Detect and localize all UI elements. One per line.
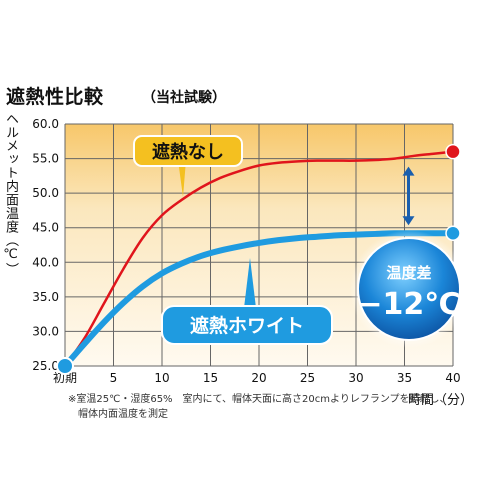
chart-subtitle: （当社試験）: [142, 90, 226, 106]
y-tick-label: 45.0: [32, 221, 59, 235]
y-tick-label: 25.0: [32, 359, 59, 373]
y-tick-label: 55.0: [32, 152, 59, 166]
x-axis-label: 時間（分）: [408, 393, 474, 408]
x-tick-label: 30: [348, 371, 363, 385]
chart-title: 遮熱性比較: [6, 86, 104, 108]
y-tick-label: 60.0: [32, 117, 59, 131]
y-tick-label: 30.0: [32, 324, 59, 338]
white-shield-callout-pointer: [244, 258, 256, 308]
series-end-point: [445, 143, 461, 160]
test-conditions-note: ※室温25℃・湿度65% 室内にて、帽体天面に高さ20cmよりレフランプを照射し…: [68, 392, 450, 422]
white-shield-callout-label: 遮熱ホワイト: [190, 314, 304, 337]
annotations: [402, 166, 415, 226]
x-tick-label: 5: [110, 371, 118, 385]
no-shield-callout-label: 遮熱なし: [152, 141, 224, 163]
x-tick-labels: 初期 5 10 15 20 25 30 35 40: [53, 371, 461, 385]
x-tick-label: 初期: [53, 371, 77, 385]
x-tick-label: 40: [445, 371, 460, 385]
y-tick-labels: 25.0 30.0 35.0 40.0 45.0 50.0 55.0 60.0: [32, 117, 59, 373]
difference-arrow-head-down: [402, 216, 415, 226]
no-shield-callout-box: [133, 135, 243, 167]
series-end-point: [445, 225, 461, 241]
series-start-point: [56, 357, 74, 375]
y-axis-label: ヘルメット内面温度（℃）: [3, 112, 18, 276]
x-tick-label: 35: [397, 371, 412, 385]
white-shield-callout-box: [161, 305, 333, 345]
difference-badge: [357, 237, 461, 341]
y-tick-label: 40.0: [32, 255, 59, 269]
series-group: [56, 143, 461, 375]
x-tick-label: 20: [251, 371, 266, 385]
note-line-1: ※室温25℃・湿度65% 室内にて、帽体天面に高さ20cmよりレフランプを照射し…: [68, 394, 450, 405]
y-tick-label: 35.0: [32, 290, 59, 304]
difference-badge-label: 温度差: [386, 264, 431, 282]
x-tick-label: 25: [300, 371, 315, 385]
series-line-no-shield: [63, 150, 455, 368]
x-tick-label: 10: [154, 371, 169, 385]
note-line-2: 帽体内面温度を測定: [78, 409, 168, 420]
series-line-white-shield: [62, 230, 456, 369]
y-tick-label: 50.0: [32, 186, 59, 200]
difference-badge-value: −12℃: [357, 287, 460, 322]
difference-arrow-head-up: [402, 166, 415, 176]
x-tick-label: 15: [203, 371, 218, 385]
no-shield-callout-pointer: [178, 160, 186, 197]
